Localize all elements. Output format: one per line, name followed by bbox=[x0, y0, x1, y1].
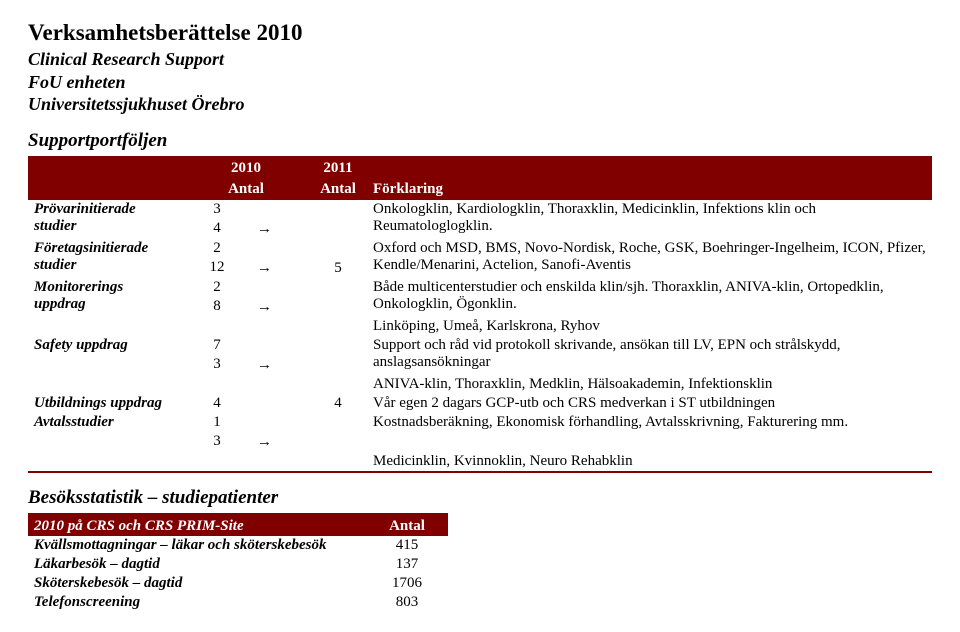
stats-value: 137 bbox=[366, 555, 448, 574]
table-row: Safety uppdrag 7 Support och råd vid pro… bbox=[28, 336, 932, 355]
subhead-1: Clinical Research Support bbox=[28, 48, 932, 71]
row-val-b: 3 bbox=[183, 432, 251, 452]
row-label: Avtalsstudier bbox=[28, 413, 183, 471]
row-desc: Både multicenterstudier och enskilda kli… bbox=[367, 278, 932, 317]
row-val-b: 8 bbox=[183, 297, 251, 317]
arrow-icon: → bbox=[257, 298, 272, 315]
row-desc: Oxford och MSD, BMS, Novo-Nordisk, Roche… bbox=[367, 239, 932, 278]
section-portfolio-heading: Supportportföljen bbox=[28, 130, 932, 152]
arrow-icon: → bbox=[257, 356, 272, 373]
portfolio-table: 2010 2011 Antal Antal Förklaring Prövari… bbox=[28, 156, 932, 473]
row-desc-2: ANIVA-klin, Thoraxklin, Medklin, Hälsoak… bbox=[367, 375, 932, 394]
row-desc-2: Medicinklin, Kvinnoklin, Neuro Rehabklin bbox=[367, 452, 932, 471]
subhead-3: Universitetssjukhuset Örebro bbox=[28, 93, 932, 116]
stats-label: Läkarbesök – dagtid bbox=[28, 555, 366, 574]
table-row: Läkarbesök – dagtid 137 bbox=[28, 555, 448, 574]
stats-label: Telefonscreening bbox=[28, 593, 366, 612]
row-desc: Onkologklin, Kardiologklin, Thoraxklin, … bbox=[367, 200, 932, 239]
table-row: Avtalsstudier 1 Kostnadsberäkning, Ekono… bbox=[28, 413, 932, 432]
section-stats-heading: Besöksstatistik – studiepatienter bbox=[28, 487, 932, 509]
year-2010: 2010 bbox=[183, 158, 309, 179]
col-forklaring: Förklaring bbox=[367, 179, 932, 200]
row-label: Monitorerings uppdrag bbox=[28, 278, 183, 336]
table-row: Monitorerings uppdrag 2 Både multicenter… bbox=[28, 278, 932, 297]
row-val-b: 3 bbox=[183, 355, 251, 375]
arrow-icon: → bbox=[257, 259, 272, 276]
col-antal-2: Antal bbox=[309, 179, 367, 200]
row-label: Prövarinitierade studier bbox=[28, 200, 183, 239]
row-val-c bbox=[309, 200, 367, 239]
stats-label: Sköterskebesök – dagtid bbox=[28, 574, 366, 593]
row-desc: Support och råd vid protokoll skrivande,… bbox=[367, 336, 932, 375]
row-desc-2: Linköping, Umeå, Karlskrona, Ryhov bbox=[367, 317, 932, 336]
row-val-a: 4 bbox=[183, 394, 251, 413]
table-row: Kvällsmottagningar – läkar och sköterske… bbox=[28, 536, 448, 555]
table-row: Prövarinitierade studier 3 Onkologklin, … bbox=[28, 200, 932, 219]
stats-value: 1706 bbox=[366, 574, 448, 593]
row-desc: Vår egen 2 dagars GCP-utb och CRS medver… bbox=[367, 394, 932, 413]
table-row: Utbildnings uppdrag 4 4 Vår egen 2 dagar… bbox=[28, 394, 932, 413]
arrow-icon: → bbox=[257, 433, 272, 450]
row-label: Utbildnings uppdrag bbox=[28, 394, 183, 413]
col-header-row: Antal Antal Förklaring bbox=[28, 179, 932, 200]
stats-value: 803 bbox=[366, 593, 448, 612]
row-val-a: 3 bbox=[183, 200, 251, 219]
year-2011: 2011 bbox=[309, 158, 367, 179]
row-desc: Kostnadsberäkning, Ekonomisk förhandling… bbox=[367, 413, 932, 452]
table-row: Telefonscreening 803 bbox=[28, 593, 448, 612]
year-header-row: 2010 2011 bbox=[28, 158, 932, 179]
col-antal-1: Antal bbox=[183, 179, 309, 200]
stats-value: 415 bbox=[366, 536, 448, 555]
stats-header-row: 2010 på CRS och CRS PRIM-Site Antal bbox=[28, 517, 448, 536]
row-label: Safety uppdrag bbox=[28, 336, 183, 394]
row-val-c: 5 bbox=[309, 239, 367, 278]
row-val-b: 4 bbox=[183, 219, 251, 239]
row-val-c: 4 bbox=[309, 394, 367, 413]
stats-hdr-right: Antal bbox=[366, 517, 448, 536]
arrow-icon: → bbox=[257, 220, 272, 237]
stats-label: Kvällsmottagningar – läkar och sköterske… bbox=[28, 536, 366, 555]
row-val-c bbox=[309, 413, 367, 471]
stats-table: 2010 på CRS och CRS PRIM-Site Antal Kväl… bbox=[28, 513, 448, 612]
stats-hdr-left: 2010 på CRS och CRS PRIM-Site bbox=[28, 517, 366, 536]
row-val-b: 12 bbox=[183, 258, 251, 278]
table-row: Sköterskebesök – dagtid 1706 bbox=[28, 574, 448, 593]
table-separator bbox=[28, 471, 932, 473]
row-label: Företagsinitierade studier bbox=[28, 239, 183, 278]
page-title: Verksamhetsberättelse 2010 bbox=[28, 20, 932, 46]
row-val-c bbox=[309, 336, 367, 394]
table-row: Företagsinitierade studier 2 5 Oxford oc… bbox=[28, 239, 932, 258]
row-val-a: 2 bbox=[183, 278, 251, 297]
row-val-a: 2 bbox=[183, 239, 251, 258]
row-val-a: 7 bbox=[183, 336, 251, 355]
subhead-2: FoU enheten bbox=[28, 71, 932, 94]
row-val-a: 1 bbox=[183, 413, 251, 432]
row-val-c bbox=[309, 278, 367, 336]
